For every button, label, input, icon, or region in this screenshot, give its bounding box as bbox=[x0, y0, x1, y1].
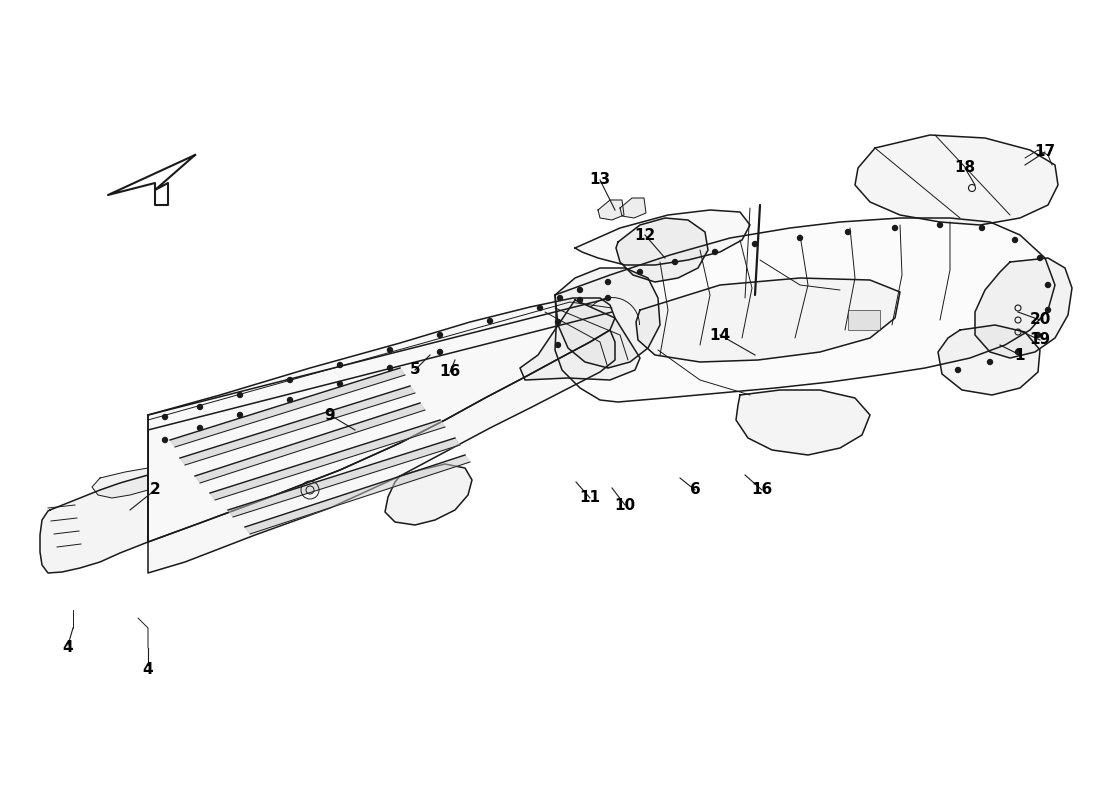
Circle shape bbox=[979, 226, 984, 230]
Polygon shape bbox=[520, 300, 640, 380]
Circle shape bbox=[798, 235, 803, 241]
Text: 10: 10 bbox=[615, 498, 636, 513]
Circle shape bbox=[1015, 350, 1021, 354]
Text: 2: 2 bbox=[150, 482, 161, 498]
Circle shape bbox=[287, 398, 293, 402]
Text: 16: 16 bbox=[751, 482, 772, 498]
Circle shape bbox=[538, 306, 542, 310]
Circle shape bbox=[1045, 282, 1050, 287]
Circle shape bbox=[578, 287, 583, 293]
Circle shape bbox=[558, 295, 562, 301]
Polygon shape bbox=[736, 390, 870, 455]
Circle shape bbox=[605, 279, 610, 285]
Circle shape bbox=[238, 413, 242, 418]
Polygon shape bbox=[180, 386, 415, 465]
Polygon shape bbox=[616, 218, 708, 282]
Polygon shape bbox=[938, 325, 1040, 395]
Text: 6: 6 bbox=[690, 482, 701, 498]
Circle shape bbox=[1045, 307, 1050, 313]
Text: 4: 4 bbox=[143, 662, 153, 678]
Circle shape bbox=[892, 226, 898, 230]
Polygon shape bbox=[556, 218, 1055, 402]
Circle shape bbox=[198, 426, 202, 430]
Polygon shape bbox=[245, 455, 470, 534]
Text: 13: 13 bbox=[590, 173, 610, 187]
Polygon shape bbox=[636, 278, 900, 362]
Circle shape bbox=[387, 366, 393, 370]
Bar bbox=[848, 310, 880, 330]
Text: 4: 4 bbox=[63, 641, 74, 655]
Polygon shape bbox=[40, 475, 148, 573]
Polygon shape bbox=[228, 438, 460, 517]
Polygon shape bbox=[855, 135, 1058, 225]
Circle shape bbox=[556, 342, 561, 347]
Circle shape bbox=[1012, 238, 1018, 242]
Text: 16: 16 bbox=[439, 365, 461, 379]
Circle shape bbox=[672, 259, 678, 265]
Circle shape bbox=[937, 222, 943, 227]
Polygon shape bbox=[598, 200, 624, 220]
Circle shape bbox=[713, 250, 717, 254]
Text: 17: 17 bbox=[1034, 145, 1056, 159]
Circle shape bbox=[387, 347, 393, 353]
Circle shape bbox=[238, 393, 242, 398]
Polygon shape bbox=[575, 210, 750, 265]
Polygon shape bbox=[385, 464, 472, 525]
Circle shape bbox=[287, 378, 293, 382]
Circle shape bbox=[338, 382, 342, 386]
Polygon shape bbox=[210, 420, 446, 500]
Circle shape bbox=[846, 230, 850, 234]
Text: 1: 1 bbox=[1014, 347, 1025, 362]
Text: 12: 12 bbox=[635, 227, 656, 242]
Polygon shape bbox=[148, 298, 615, 542]
Polygon shape bbox=[195, 403, 425, 483]
Circle shape bbox=[752, 242, 758, 246]
Circle shape bbox=[1035, 333, 1041, 338]
Circle shape bbox=[556, 319, 561, 325]
Circle shape bbox=[163, 438, 167, 442]
Text: 18: 18 bbox=[955, 161, 976, 175]
Polygon shape bbox=[92, 468, 148, 498]
Polygon shape bbox=[556, 268, 660, 368]
Circle shape bbox=[578, 298, 583, 302]
Circle shape bbox=[438, 333, 442, 338]
Circle shape bbox=[163, 414, 167, 419]
Text: 11: 11 bbox=[580, 490, 601, 506]
Text: 5: 5 bbox=[409, 362, 420, 378]
Polygon shape bbox=[108, 155, 195, 205]
Circle shape bbox=[487, 318, 493, 323]
Circle shape bbox=[988, 359, 992, 365]
Circle shape bbox=[956, 367, 960, 373]
Text: 19: 19 bbox=[1030, 333, 1050, 347]
Circle shape bbox=[198, 405, 202, 410]
Text: 20: 20 bbox=[1030, 313, 1050, 327]
Polygon shape bbox=[620, 198, 646, 218]
Circle shape bbox=[605, 295, 610, 301]
Text: 9: 9 bbox=[324, 407, 336, 422]
Polygon shape bbox=[170, 368, 405, 447]
Polygon shape bbox=[975, 258, 1072, 358]
Text: 14: 14 bbox=[710, 327, 730, 342]
Circle shape bbox=[438, 350, 442, 354]
Circle shape bbox=[1037, 255, 1043, 261]
Polygon shape bbox=[148, 330, 615, 573]
Circle shape bbox=[338, 362, 342, 367]
Circle shape bbox=[638, 270, 642, 274]
